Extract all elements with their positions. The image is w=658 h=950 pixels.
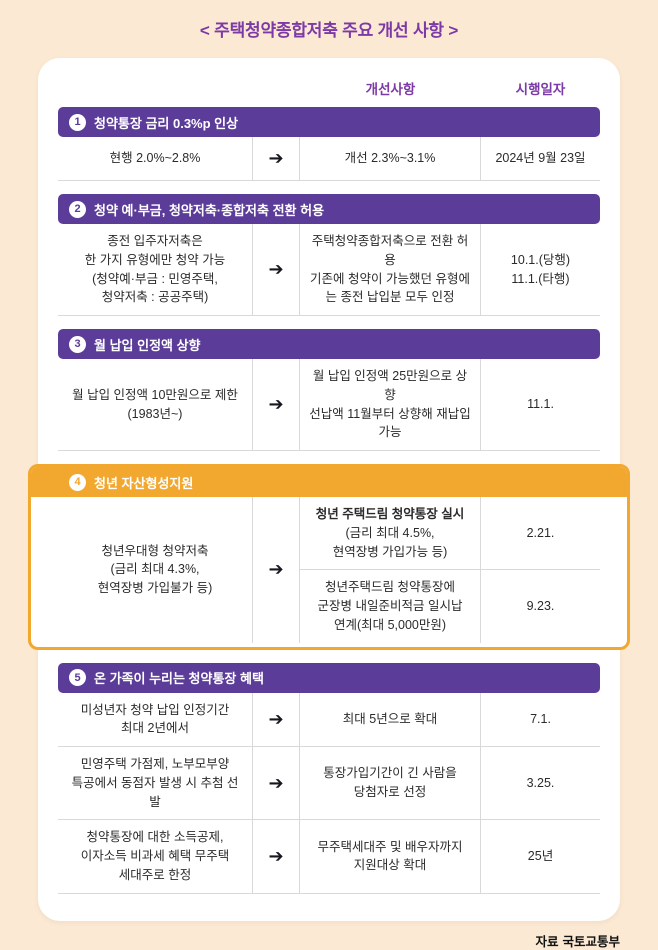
before-cell: 미성년자 청약 납입 인정기간 최대 2년에서 xyxy=(58,692,253,747)
after-cell-headline: 청년 주택드림 청약통장 실시 xyxy=(315,507,465,521)
date-cell: 7.1. xyxy=(481,693,600,747)
section-table: 종전 입주자저축은 한 가지 유형에만 청약 가능 (청약예·부금 : 민영주택… xyxy=(58,224,600,316)
content-card: 개선사항 시행일자 1 청약통장 금리 0.3%p 인상 현행 2.0%~2.8… xyxy=(28,58,630,921)
after-cell: 청년주택드림 청약통장에 군장병 내일준비적금 일시납 연계(최대 5,000만… xyxy=(300,570,481,643)
after-cell: 무주택세대주 및 배우자까지 지원대상 확대 xyxy=(300,820,481,894)
arrow-icon: ➔ xyxy=(253,359,300,451)
source-value: 국토교통부 xyxy=(562,934,620,949)
before-cell: 청년우대형 청약저축 (금리 최대 4.3%, 현역장병 가입불가 등) xyxy=(58,497,253,643)
section-header: 5 온 가족이 누리는 청약통장 혜택 xyxy=(58,662,600,693)
section-monthly-payment-raise: 3 월 납입 인정액 상향 월 납입 인정액 10만원으로 제한 (1983년~… xyxy=(58,329,600,451)
column-headers: 개선사항 시행일자 xyxy=(58,78,600,98)
after-cell: 개선 2.3%~3.1% xyxy=(300,137,481,181)
section-number-badge: 5 xyxy=(69,669,86,686)
before-cell: 월 납입 인정액 10만원으로 제한 (1983년~) xyxy=(58,359,253,451)
after-cell: 월 납입 인정액 25만원으로 상향 선납액 11월부터 상향해 재납입 가능 xyxy=(300,359,481,451)
section-header: 3 월 납입 인정액 상향 xyxy=(58,329,600,359)
ribbon-body: 청년우대형 청약저축 (금리 최대 4.3%, 현역장병 가입불가 등) ➔ 청… xyxy=(31,497,627,647)
section-title: 청약통장 금리 0.3%p 인상 xyxy=(94,115,239,131)
section-family-benefits: 5 온 가족이 누리는 청약통장 혜택 미성년자 청약 납입 인정기간 최대 2… xyxy=(58,662,600,894)
source-credit: 자료 국토교통부 xyxy=(38,931,620,950)
section-number-badge: 4 xyxy=(69,473,86,491)
before-cell: 청약통장에 대한 소득공제, 이자소득 비과세 혜택 무주택 세대주로 한정 xyxy=(58,820,253,894)
section-title: 청약 예·부금, 청약저축·종합저축 전환 허용 xyxy=(94,202,325,218)
section-table: 청년우대형 청약저축 (금리 최대 4.3%, 현역장병 가입불가 등) ➔ 청… xyxy=(58,497,600,643)
date-cell: 9.23. xyxy=(526,599,555,613)
after-cell-detail: (금리 최대 4.5%, 현역장병 가입가능 등) xyxy=(332,525,448,559)
date-cell: 10.1.(당행) 11.1.(타행) xyxy=(481,224,600,316)
section-number-badge: 1 xyxy=(69,113,86,131)
before-cell: 현행 2.0%~2.8% xyxy=(58,137,253,181)
section-interest-rate-increase: 1 청약통장 금리 0.3%p 인상 현행 2.0%~2.8% ➔ 개선 2.3… xyxy=(58,107,600,181)
before-cell: 종전 입주자저축은 한 가지 유형에만 청약 가능 (청약예·부금 : 민영주택… xyxy=(58,224,253,316)
arrow-icon: ➔ xyxy=(253,747,300,821)
arrow-icon: ➔ xyxy=(253,692,300,747)
section-header: 4 청년 자산형성지원 xyxy=(31,467,627,497)
date-cell: 2.21. xyxy=(481,497,600,571)
section-title: 온 가족이 누리는 청약통장 혜택 xyxy=(94,671,264,686)
arrow-icon: ➔ xyxy=(253,497,300,643)
column-header-improvement: 개선사항 xyxy=(365,82,416,97)
column-header-date: 시행일자 xyxy=(515,82,566,97)
section-table: 현행 2.0%~2.8% ➔ 개선 2.3%~3.1% 2024년 9월 23일 xyxy=(58,137,600,181)
date-cell: 2024년 9월 23일 xyxy=(481,137,600,181)
after-cell: 주택청약종합저축으로 전환 허용 기존에 청약이 가능했던 유형에 는 종전 납… xyxy=(300,224,481,316)
source-label: 자료 xyxy=(535,934,559,949)
section-header: 1 청약통장 금리 0.3%p 인상 xyxy=(58,107,600,137)
section-table: 월 납입 인정액 10만원으로 제한 (1983년~) ➔ 월 납입 인정액 2… xyxy=(58,359,600,451)
after-cell: 청년 주택드림 청약통장 실시 (금리 최대 4.5%, 현역장병 가입가능 등… xyxy=(300,497,481,571)
arrow-icon: ➔ xyxy=(253,820,300,894)
section-number-badge: 3 xyxy=(69,335,86,353)
before-cell: 민영주택 가점제, 노부모부양 특공에서 동점자 발생 시 추첨 선발 xyxy=(58,747,253,821)
section-savings-conversion: 2 청약 예·부금, 청약저축·종합저축 전환 허용 종전 입주자저축은 한 가… xyxy=(58,194,600,316)
date-cell: 11.1. xyxy=(481,359,600,451)
date-cell: 3.25. xyxy=(481,747,600,821)
section-title: 월 납입 인정액 상향 xyxy=(94,337,201,353)
date-cell: 25년 xyxy=(481,820,600,894)
page-title: < 주택청약종합저축 주요 개선 사항 > xyxy=(199,21,459,40)
arrow-icon: ➔ xyxy=(253,224,300,316)
after-cell: 통장가입기간이 긴 사람을 당첨자로 선정 xyxy=(300,747,481,821)
arrow-icon: ➔ xyxy=(253,137,300,181)
section-title: 청년 자산형성지원 xyxy=(94,475,194,491)
section-table: 미성년자 청약 납입 인정기간 최대 2년에서 ➔ 최대 5년으로 확대 7.1… xyxy=(58,692,600,894)
after-cell: 최대 5년으로 확대 xyxy=(300,692,481,747)
section-number-badge: 2 xyxy=(69,200,86,218)
section-youth-asset-support: 4 청년 자산형성지원 청년우대형 청약저축 (금리 최대 4.3%, 현역장병… xyxy=(28,464,630,650)
section-header: 2 청약 예·부금, 청약저축·종합저축 전환 허용 xyxy=(58,194,600,224)
